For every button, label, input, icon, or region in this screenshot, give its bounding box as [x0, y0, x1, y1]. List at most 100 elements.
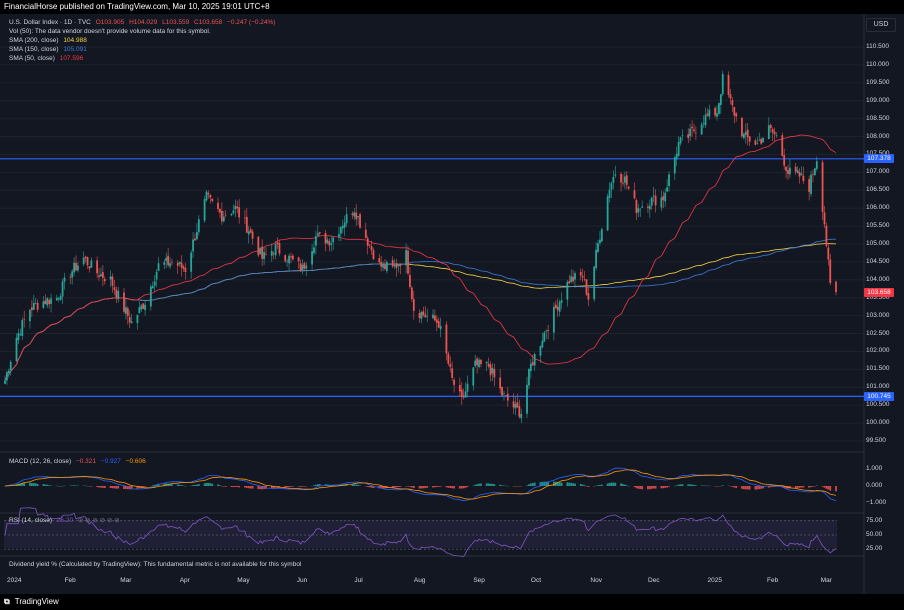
- macd-histogram-bar: [98, 486, 100, 488]
- macd-histogram-bar: [541, 481, 544, 486]
- macd-histogram-bar: [545, 481, 548, 486]
- symbol-legend[interactable]: U.S. Dollar Index · 1D · TVC O103.905 H1…: [9, 18, 278, 27]
- candle-body: [533, 354, 536, 366]
- macd-histogram-bar: [798, 486, 801, 488]
- candle-body: [372, 250, 375, 260]
- macd-histogram-bar: [650, 486, 653, 489]
- vol-note: Vol (50): The data vendor doesn't provid…: [9, 28, 211, 35]
- candle-body: [716, 113, 718, 117]
- candle-body: [771, 129, 774, 133]
- macd-histogram-bar: [410, 486, 413, 488]
- macd-histogram-bar: [812, 486, 814, 487]
- candle-body: [98, 275, 100, 278]
- macd-histogram-bar: [196, 484, 198, 486]
- macd-histogram-bar: [313, 485, 315, 486]
- macd-value-3: −0.606: [125, 458, 146, 465]
- candle-body: [84, 256, 87, 259]
- macd-histogram-bar: [232, 486, 235, 488]
- candle-body: [641, 206, 644, 208]
- macd-histogram-bar: [771, 486, 774, 487]
- candle-body: [113, 287, 116, 290]
- sma200-legend[interactable]: SMA (200, close) 104.988: [9, 36, 90, 45]
- sma150-legend[interactable]: SMA (150, close) 105.091: [9, 45, 90, 54]
- ohlc-high: H104.029: [129, 19, 158, 26]
- candle-body: [165, 257, 168, 262]
- candle-body: [449, 364, 452, 367]
- macd-histogram-bar: [422, 486, 425, 489]
- macd-histogram-bar: [721, 485, 724, 486]
- candle-body: [6, 372, 8, 381]
- macd-histogram-bar: [489, 483, 492, 486]
- candle-body: [827, 247, 830, 260]
- candle-body: [506, 393, 509, 401]
- macd-histogram-bar: [493, 484, 496, 486]
- candle-body: [393, 265, 396, 267]
- candle-body: [209, 195, 212, 198]
- candle-body: [610, 183, 613, 190]
- candle-body: [274, 243, 277, 256]
- candle-body: [151, 285, 154, 289]
- candle-body: [821, 162, 824, 213]
- candle-body: [217, 202, 219, 210]
- dividend-note: Dividend yield % (Calculated by TradingV…: [9, 561, 302, 568]
- signal-line: [4, 469, 837, 500]
- candle-body: [103, 279, 106, 282]
- macd-value-1: −0.321: [75, 458, 97, 465]
- macd-histogram-bar: [397, 486, 400, 488]
- candle-body: [19, 334, 22, 336]
- macd-histogram-bar: [675, 485, 678, 486]
- macd-histogram-bar: [236, 486, 239, 487]
- candle-body: [261, 246, 264, 259]
- price-tick-label: 109.500: [866, 78, 890, 86]
- macd-histogram-bar: [432, 486, 434, 488]
- candle-body: [802, 175, 805, 181]
- rsi-legend[interactable]: RSI (14, close) 26.20 ⊘ ⊘ ⊘ ⊘ ⊘ ⊘: [9, 516, 123, 525]
- sma50-legend[interactable]: SMA (50, close) 107.596: [9, 54, 86, 63]
- macd-tick-label: 0.000: [866, 482, 883, 489]
- last-price-tag: 103.658: [864, 287, 894, 297]
- candle-body: [426, 316, 429, 317]
- macd-histogram-bar: [623, 484, 626, 486]
- macd-histogram-bar: [756, 486, 759, 490]
- macd-histogram-bar: [748, 486, 751, 490]
- candle-body: [167, 255, 170, 266]
- macd-histogram-bar: [34, 483, 37, 486]
- macd-histogram-bar: [316, 484, 319, 486]
- candle-body: [666, 187, 669, 192]
- macd-histogram-bar: [526, 485, 528, 486]
- currency-button[interactable]: USD: [866, 18, 896, 32]
- time-tick-label: Mar: [120, 577, 132, 584]
- candle-body: [290, 256, 292, 258]
- macd-histogram-bar: [647, 486, 649, 490]
- candle-body: [61, 281, 64, 297]
- macd-histogram-bar: [681, 484, 684, 486]
- macd-histogram-bar: [219, 485, 221, 486]
- time-tick-label: Jun: [296, 577, 308, 584]
- candle-body: [754, 140, 757, 145]
- macd-histogram-bar: [19, 483, 22, 486]
- macd-histogram-bar: [637, 486, 640, 489]
- macd-histogram-bar: [113, 486, 116, 489]
- candle-body: [493, 369, 496, 378]
- macd-histogram-bar: [620, 483, 622, 486]
- macd-histogram-bar: [32, 483, 35, 486]
- macd-histogram-bar: [695, 485, 697, 486]
- candle-body: [324, 233, 327, 244]
- macd-histogram-bar: [660, 486, 663, 489]
- macd-histogram-bar: [677, 484, 680, 486]
- sma200-label: SMA (200, close): [9, 37, 59, 44]
- macd-histogram-bar: [123, 486, 125, 489]
- macd-histogram-bar: [476, 484, 479, 486]
- chart-canvas[interactable]: [0, 0, 904, 594]
- candle-body: [220, 210, 223, 222]
- macd-histogram-bar: [192, 485, 194, 486]
- macd-histogram-bar: [299, 486, 302, 487]
- candle-body: [420, 311, 423, 320]
- macd-legend[interactable]: MACD (12, 26, close) −0.321 −0.927 −0.60…: [9, 457, 149, 466]
- price-tick-label: 100.000: [866, 419, 890, 427]
- candle-body: [326, 239, 329, 244]
- candle-body: [552, 306, 555, 333]
- macd-histogram-bar: [539, 482, 542, 486]
- macd-histogram-bar: [762, 486, 764, 489]
